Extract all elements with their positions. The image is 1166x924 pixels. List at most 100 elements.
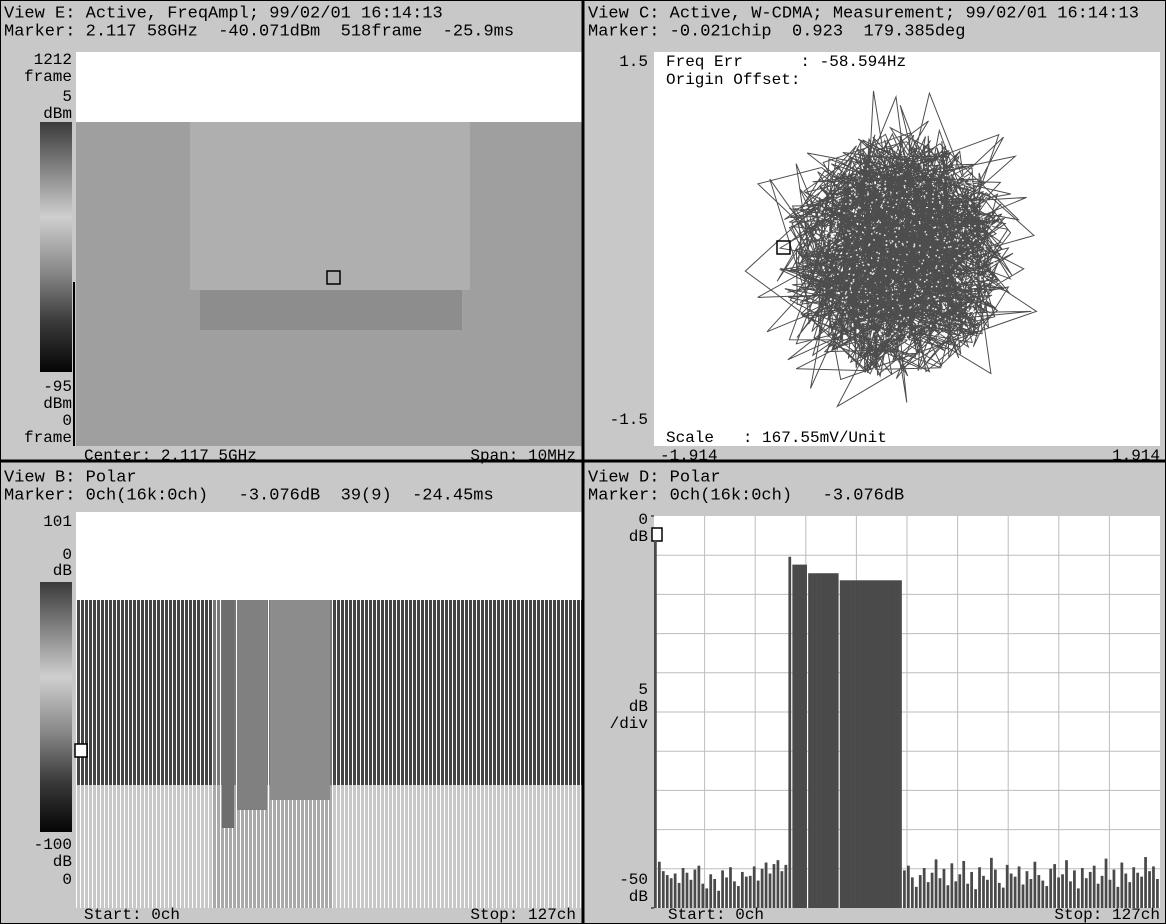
symbol-dot [988,206,990,209]
symbol-dot [955,228,957,231]
stripe [493,785,496,908]
stripe [177,785,180,908]
bar [1096,883,1100,908]
symbol-dot [867,278,869,280]
symbol-dot [948,240,951,243]
bar [1152,866,1155,908]
symbol-dot [898,241,900,243]
symbol-dot [992,245,995,248]
symbol-dot [828,230,830,232]
stripe [205,785,208,908]
stripe [89,785,92,908]
stripe [97,785,100,908]
symbol-dot [884,321,886,324]
stripe [193,600,196,785]
symbol-dot [944,334,946,336]
stripe [333,785,336,908]
symbol-dot [841,300,844,303]
symbol-dot [929,272,932,274]
trajectory [744,90,1038,408]
symbol-dot [860,238,862,240]
symbol-dot [828,262,830,264]
stripe [341,785,344,908]
symbol-dot [866,168,869,170]
color-bar [40,582,72,832]
symbol-dot [837,198,839,201]
symbol-dot [886,251,889,253]
stripe [81,600,84,785]
symbol-dot [990,213,992,215]
symbol-dot [939,201,941,203]
annotation: Origin Offset: [666,71,800,89]
stripe [421,600,424,785]
bar [946,885,950,908]
stripe [541,600,544,785]
symbol-dot [884,337,886,339]
stripe [225,785,228,908]
symbol-dot [905,335,907,338]
stripe [509,600,512,785]
symbol-dot [984,247,986,250]
bar [808,573,813,908]
symbol-dot [986,273,988,275]
symbol-dot [975,237,977,240]
symbol-dot [900,173,902,175]
symbol-dot [845,291,848,293]
symbol-dot [896,259,898,261]
spectrogram-band [190,122,470,290]
bar [855,580,860,908]
stripe [469,785,472,908]
symbol-dot [936,249,939,251]
axis-label: dB [629,528,648,546]
symbol-dot [910,207,912,209]
bar [1061,874,1064,908]
symbol-dot [848,184,851,187]
symbol-dot [938,256,940,259]
stripe [501,600,504,785]
symbol-dot [861,316,864,318]
symbol-dot [900,308,903,310]
symbol-dot [932,193,934,196]
symbol-dot [821,244,824,247]
stripe [185,600,188,785]
symbol-dot [970,180,972,183]
symbol-dot [942,178,944,181]
stripe [165,600,168,785]
stripe [77,600,80,785]
symbol-dot [862,264,865,267]
bar [721,870,724,908]
symbol-dot [960,236,962,238]
symbol-dot [823,291,826,293]
stripe [405,600,408,785]
symbol-dot [879,184,881,186]
symbol-dot [864,226,866,229]
symbol-dot [885,290,888,292]
symbol-dot [887,201,889,204]
symbol-dot [937,298,939,301]
symbol-dot [906,241,908,243]
symbol-dot [916,269,918,271]
symbol-dot [936,317,939,320]
symbol-dot [814,235,816,238]
footer-left: -1.914 [660,447,718,465]
symbol-dot [841,246,844,249]
symbol-dot [969,201,971,203]
symbol-dot [985,196,987,198]
symbol-dot [972,309,974,311]
stripe [125,785,128,908]
stripe [217,785,220,908]
symbol-dot [819,218,821,220]
stripe [529,785,532,908]
symbol-dot [973,214,976,217]
stripe [329,600,332,785]
symbol-dot [966,228,968,231]
symbol-dot [837,273,839,275]
stripe [565,785,568,908]
symbol-dot [892,258,894,260]
marker-readout: Marker: -0.021chip 0.923 179.385deg [588,22,965,41]
symbol-dot [860,301,862,303]
symbol-dot [905,329,908,332]
stripe [473,600,476,785]
symbol-dot [974,225,976,227]
symbol-dot [884,234,886,236]
